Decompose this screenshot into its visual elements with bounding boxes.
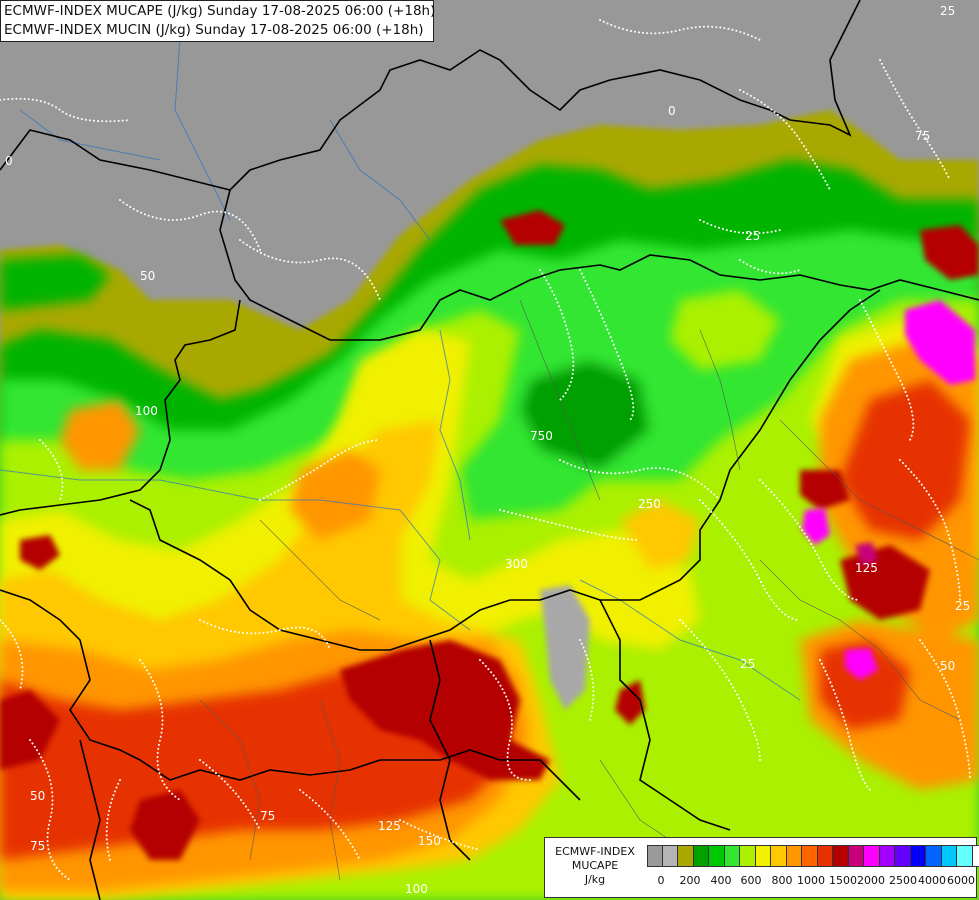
color-legend: ECMWF-INDEX MUCAPE J/kg 0 200 400 600 800 100…	[544, 837, 979, 898]
legend-swatch	[833, 845, 849, 867]
cape-dark-red-layer	[0, 210, 979, 860]
legend-tick-label: 600	[740, 874, 762, 887]
legend-tick-label: 6000	[947, 874, 975, 887]
contour-labels: 0 0 50 25 75 750 250 300 100 50 75 75 12…	[5, 4, 970, 896]
legend-ticks: 0 200 400 600 800 1000 1500 2000 2500 4000 6000	[647, 874, 976, 888]
legend-title: ECMWF-INDEX MUCAPE J/kg	[555, 845, 635, 886]
legend-swatch	[802, 845, 818, 867]
legend-swatch	[879, 845, 895, 867]
contour-label: 75	[915, 129, 930, 143]
grey-valley	[540, 585, 590, 710]
legend-swatch	[771, 845, 787, 867]
contour-label: 0	[668, 104, 676, 118]
legend-swatch	[724, 845, 740, 867]
contour-label: 50	[940, 659, 955, 673]
contour-label: 100	[135, 404, 158, 418]
legend-tick-label: 1000	[797, 874, 825, 887]
legend-swatch	[678, 845, 694, 867]
contour-label: 0	[5, 154, 13, 168]
legend-swatch	[957, 845, 973, 867]
contour-label: 100	[405, 882, 428, 896]
legend-swatches	[647, 845, 979, 867]
legend-swatch	[941, 845, 957, 867]
legend-swatch	[972, 845, 979, 867]
rivers	[0, 39, 801, 701]
legend-tick-label: 400	[710, 874, 732, 887]
map-title-box: ECMWF-INDEX MUCAPE (J/kg) Sunday 17-08-2…	[0, 0, 436, 42]
mucin-contours	[0, 19, 971, 881]
legend-swatch	[709, 845, 725, 867]
legend-swatch	[910, 845, 926, 867]
contour-label: 50	[30, 789, 45, 803]
contour-label: 300	[505, 557, 528, 571]
legend-swatch	[786, 845, 802, 867]
title-mucape: ECMWF-INDEX MUCAPE (J/kg) Sunday 17-08-2…	[4, 3, 436, 19]
contour-label: 250	[638, 497, 661, 511]
legend-tick-label: 1500	[829, 874, 857, 887]
legend-swatch	[647, 845, 663, 867]
legend-swatch	[693, 845, 709, 867]
contour-label: 125	[855, 561, 878, 575]
legend-tick-label: 2000	[857, 874, 885, 887]
cape-magenta-layer	[802, 300, 975, 680]
legend-swatch	[926, 845, 942, 867]
region-borders	[199, 299, 979, 881]
legend-tick-label: 2500	[889, 874, 917, 887]
contour-label: 25	[745, 229, 760, 243]
legend-tick-label: 4000	[918, 874, 946, 887]
contour-label: 50	[140, 269, 155, 283]
legend-swatch	[755, 845, 771, 867]
legend-swatch	[740, 845, 756, 867]
contour-label: 150	[418, 834, 441, 848]
contour-label: 75	[260, 809, 275, 823]
contour-label: 25	[940, 4, 955, 18]
contour-label: 25	[740, 657, 755, 671]
legend-swatch	[817, 845, 833, 867]
legend-swatch	[895, 845, 911, 867]
legend-tick-label: 800	[771, 874, 793, 887]
legend-swatch	[848, 845, 864, 867]
legend-tick-label: 200	[679, 874, 701, 887]
legend-tick-label: 0	[657, 874, 665, 887]
title-mucin: ECMWF-INDEX MUCIN (J/kg) Sunday 17-08-20…	[4, 22, 424, 38]
contour-label: 125	[378, 819, 401, 833]
legend-swatch	[864, 845, 880, 867]
contour-label: 75	[30, 839, 45, 853]
legend-swatch	[662, 845, 678, 867]
contour-label: 750	[530, 429, 553, 443]
contour-label: 25	[955, 599, 970, 613]
